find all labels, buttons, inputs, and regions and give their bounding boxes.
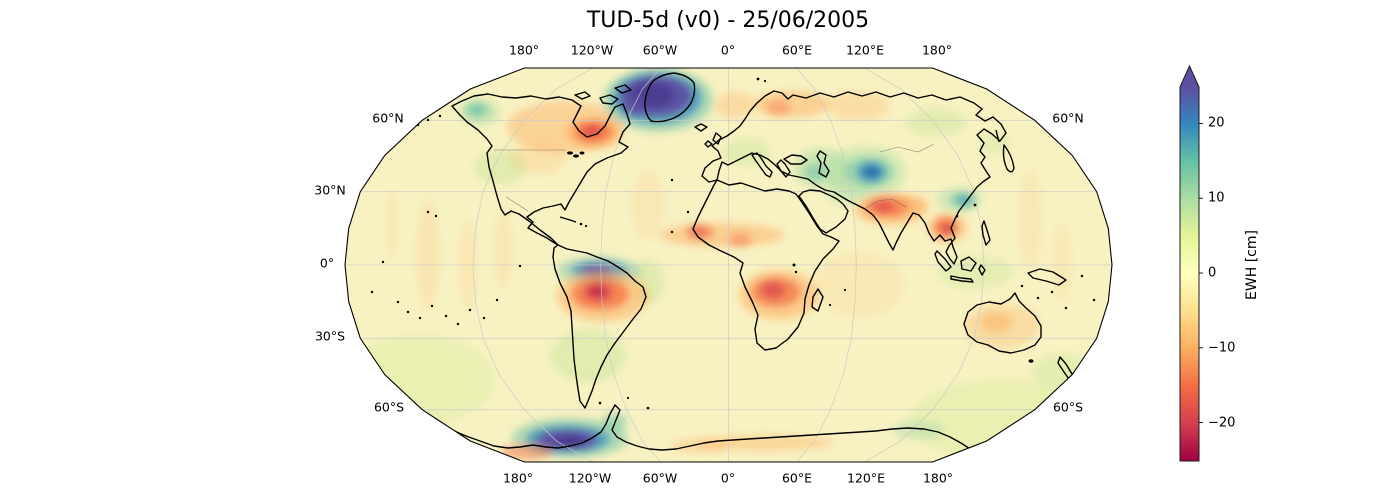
- country-borders: [494, 143, 935, 212]
- lat-label-right-60s: 60°S: [1052, 399, 1084, 415]
- colorbar-bar: [1179, 64, 1200, 462]
- lat-label-left-60s: 60°S: [373, 399, 405, 415]
- lon-label-top-60e: 60°E: [781, 42, 813, 58]
- plot-title: TUD-5d (v0) - 25/06/2005: [586, 8, 870, 33]
- colorbar-tick-0: 0: [1208, 265, 1217, 281]
- coastlines: [451, 72, 1078, 451]
- lon-label-bottom-60w: 60°W: [642, 470, 678, 486]
- colorbar-tick-10: 10: [1208, 190, 1225, 206]
- lon-label-bottom-0: 0°: [720, 470, 736, 486]
- lat-label-left-0: 0°: [319, 255, 335, 271]
- lon-label-bottom-120w: 120°W: [568, 470, 612, 486]
- map-outline: [344, 67, 1113, 463]
- lat-label-right-60n: 60°N: [1052, 110, 1084, 126]
- lon-label-bottom-120e: 120°E: [846, 470, 886, 486]
- lon-label-bottom-60e: 60°E: [781, 470, 813, 486]
- lon-label-top-120w: 120°W: [570, 42, 614, 58]
- lon-label-top-180w: 180°: [508, 42, 540, 58]
- lon-label-bottom-180w: 180°: [502, 470, 534, 486]
- lon-label-top-0: 0°: [720, 42, 736, 58]
- lon-label-top-120e: 120°E: [845, 42, 885, 58]
- colorbar-tick-marks: [1199, 123, 1203, 423]
- lon-label-top-60w: 60°W: [642, 42, 678, 58]
- lat-label-left-60n: 60°N: [372, 110, 404, 126]
- antarctica-coast: [451, 404, 971, 451]
- colorbar-tick-20: 20: [1208, 115, 1225, 131]
- lon-label-bottom-180e: 180°: [922, 470, 954, 486]
- colorbar-tick-neg20: −20: [1208, 415, 1236, 431]
- colorbar-axis-label: EWH [cm]: [1244, 230, 1260, 300]
- lon-label-top-180e: 180°: [921, 42, 953, 58]
- lat-label-left-30s: 30°S: [314, 328, 346, 344]
- lat-label-left-30n: 30°N: [314, 182, 346, 198]
- colorbar: [1179, 64, 1203, 462]
- colorbar-tick-neg10: −10: [1208, 340, 1236, 356]
- map-field: [345, 68, 1112, 462]
